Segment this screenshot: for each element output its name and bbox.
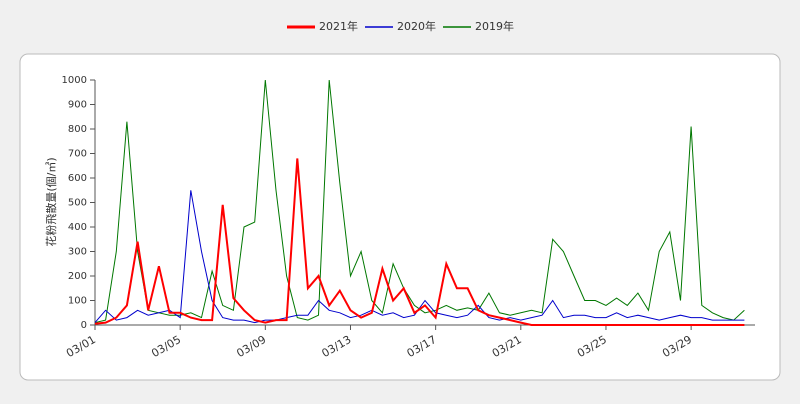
y-tick-label: 0 [81,320,87,331]
legend: 2021年 2020年 2019年 [287,19,514,33]
y-tick-label: 300 [68,247,87,258]
y-tick-label: 1000 [62,75,87,86]
y-tick-label: 200 [68,271,87,282]
y-tick-label: 600 [68,173,87,184]
y-tick-label: 700 [68,149,87,160]
y-tick-label: 500 [68,198,87,209]
y-tick-label: 100 [68,296,87,307]
series-line [94,158,745,326]
legend-label: 2021年 [319,19,358,33]
y-axis-label: 花粉飛散量(個/㎥) [44,157,58,246]
y-tick-label: 900 [68,100,87,111]
legend-label: 2020年 [397,19,436,33]
panel [19,53,781,381]
series-line [94,190,745,324]
legend-label: 2019年 [475,19,514,33]
y-tick-label: 400 [68,222,87,233]
y-tick-label: 800 [68,124,87,135]
